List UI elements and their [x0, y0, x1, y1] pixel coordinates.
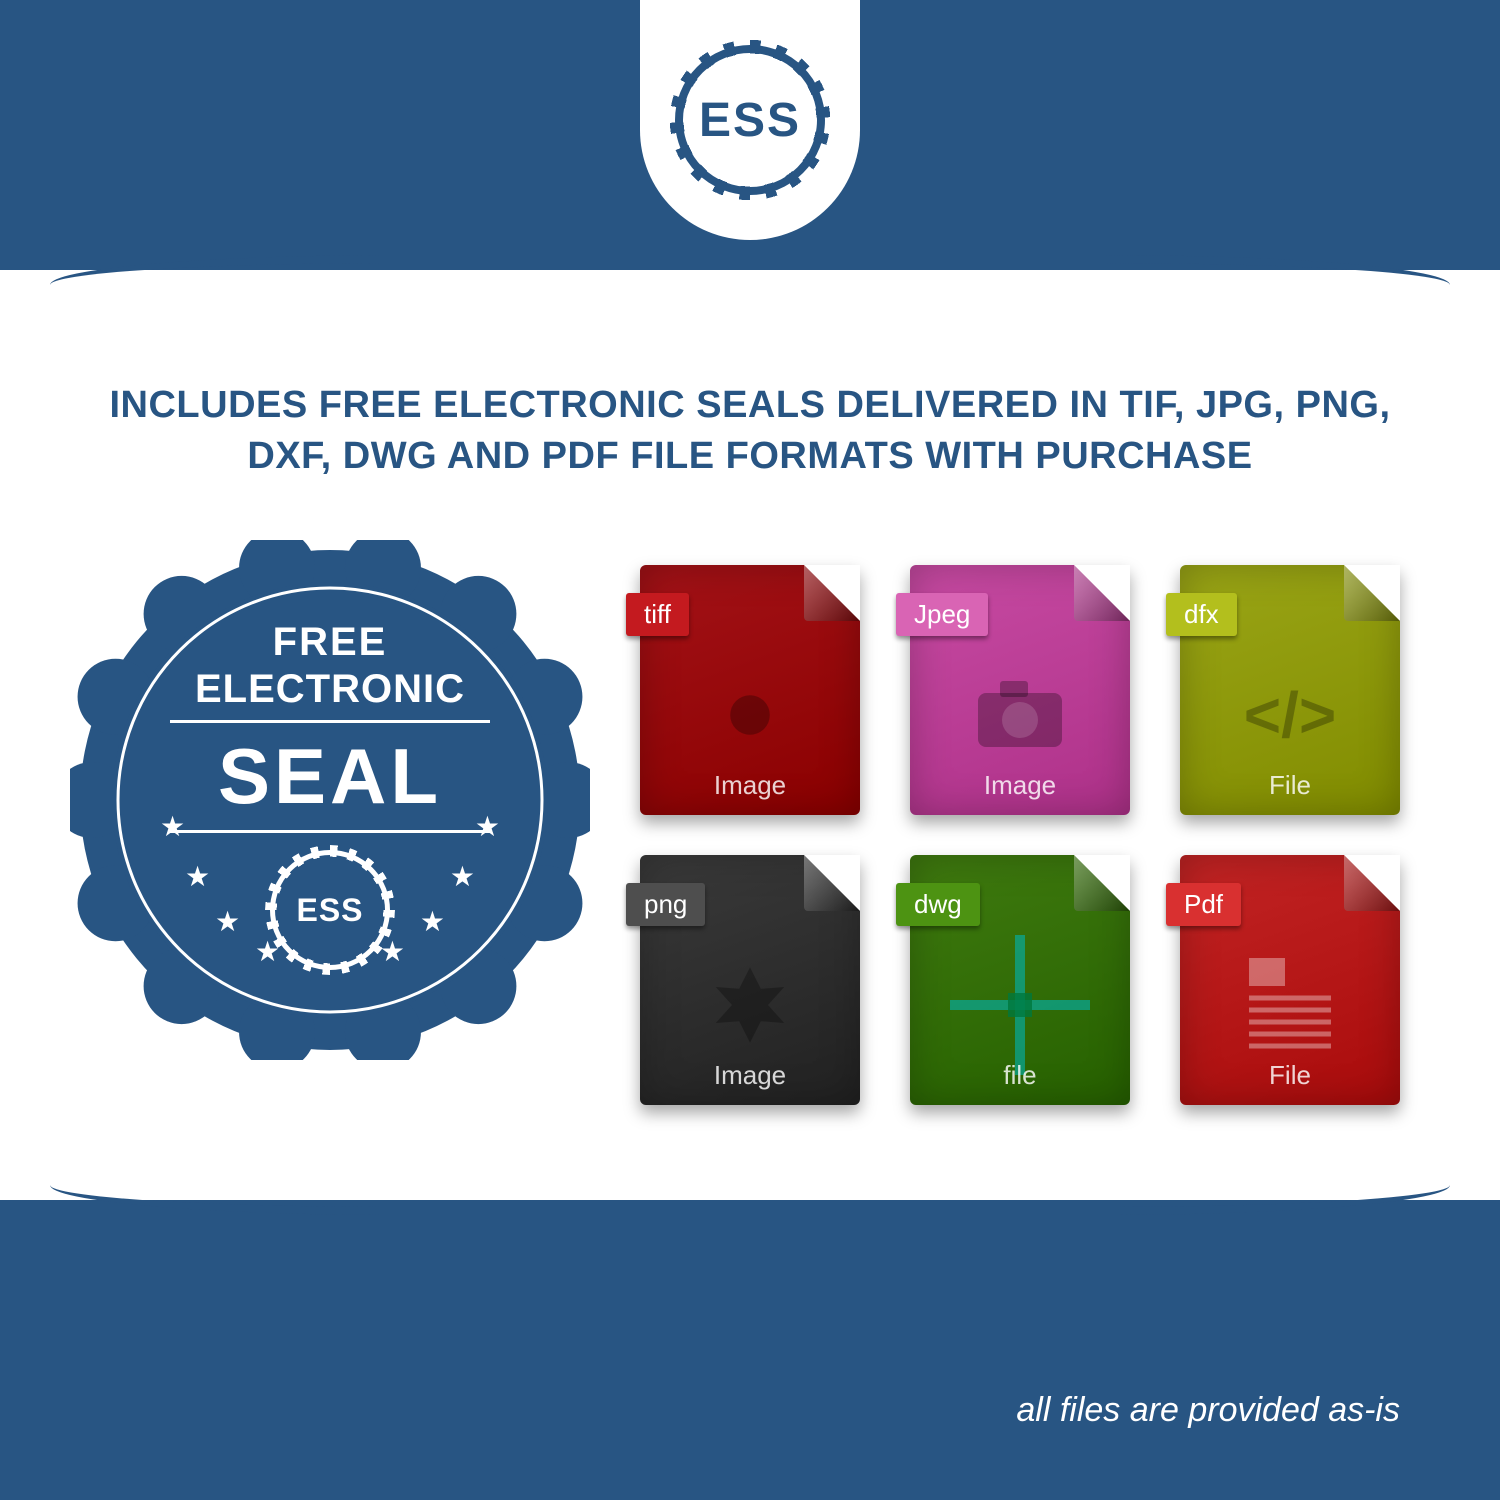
file-icon-png: png Image: [640, 855, 860, 1105]
document-icon: [1180, 950, 1400, 1060]
seal-badge: // generate scalloped edge lobes for the…: [70, 540, 590, 1060]
seal-text-block: FREE ELECTRONIC SEAL: [70, 620, 590, 841]
infographic-canvas: ESS INCLUDES FREE ELECTRONIC SEALS DELIV…: [0, 0, 1500, 1500]
file-tab: Jpeg: [896, 593, 988, 636]
logo-gear-icon: ESS: [675, 45, 825, 195]
file-tab: Pdf: [1166, 883, 1241, 926]
file-footer: file: [910, 1060, 1130, 1091]
headline-text: INCLUDES FREE ELECTRONIC SEALS DELIVERED…: [100, 380, 1400, 483]
file-footer: File: [1180, 770, 1400, 801]
seal-gear-text: ESS: [296, 892, 363, 929]
seal-divider: [170, 830, 490, 833]
seal-divider: [170, 720, 490, 723]
camera-icon: [910, 660, 1130, 770]
band-accent-bottom: [50, 1155, 1450, 1215]
seal-line3: SEAL: [70, 731, 590, 822]
logo-text: ESS: [699, 93, 801, 148]
seal-line1: FREE: [70, 620, 590, 665]
file-tab: dwg: [896, 883, 980, 926]
file-footer: Image: [910, 770, 1130, 801]
file-icon-pdf: Pdf File: [1180, 855, 1400, 1105]
file-tab: png: [626, 883, 705, 926]
file-tab: tiff: [626, 593, 689, 636]
file-grid: tiff (function(){var g=document.currentS…: [640, 565, 1420, 1115]
file-footer: File: [1180, 1060, 1400, 1091]
burst-icon: [640, 950, 860, 1060]
band-accent-top: [50, 255, 1450, 315]
file-icon-dwg: dwg file: [910, 855, 1130, 1105]
gear-icon: (function(){var g=document.currentScript…: [640, 660, 860, 770]
crosshair-icon: [910, 950, 1130, 1060]
file-icon-tiff: tiff (function(){var g=document.currentS…: [640, 565, 860, 815]
disclaimer-text: all files are provided as-is: [1016, 1391, 1400, 1430]
file-icon-jpeg: Jpeg Image: [910, 565, 1130, 815]
file-footer: Image: [640, 770, 860, 801]
file-tab: dfx: [1166, 593, 1237, 636]
seal-gear-icon: ESS: [270, 850, 390, 970]
file-icon-dfx: dfx </> File: [1180, 565, 1400, 815]
seal-line2: ELECTRONIC: [70, 667, 590, 712]
logo-shield: ESS: [640, 0, 860, 240]
file-footer: Image: [640, 1060, 860, 1091]
code-icon: </>: [1180, 660, 1400, 770]
